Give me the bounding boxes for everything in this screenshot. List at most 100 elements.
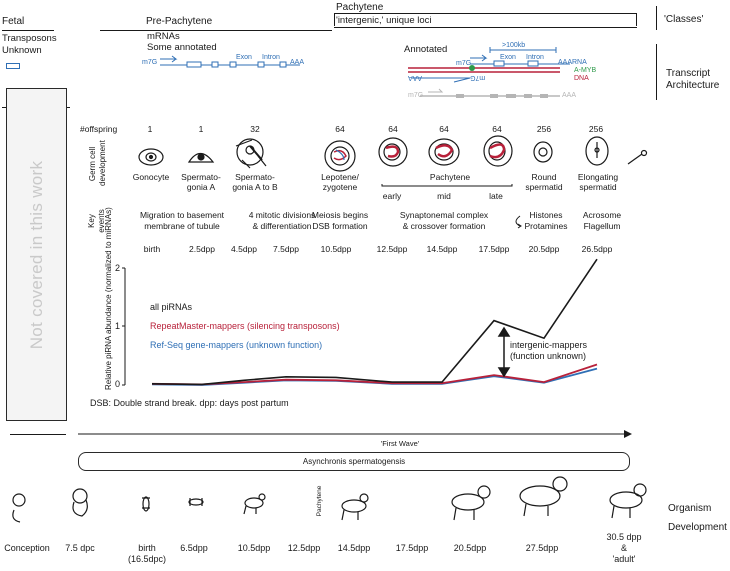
- right-panel-divider-mid: [656, 44, 657, 100]
- fetal-transcript-icon: [6, 63, 20, 69]
- legend-all-pirnas: all piRNAs: [150, 302, 193, 312]
- key-event: Migration to basement membrane of tubule: [139, 210, 225, 231]
- offspring-count: 64: [335, 124, 345, 134]
- offspring-count: 1: [147, 124, 153, 134]
- conception-embryo: [12, 493, 26, 523]
- ytick-2: 2: [115, 263, 121, 273]
- histone-arrow: [515, 215, 522, 229]
- key-event: Acrosome Flagellum: [582, 210, 622, 231]
- pachytene-mid-cell: [428, 138, 460, 166]
- mouse-14-5dpp: [341, 493, 369, 521]
- organism-stage-label: 12.5dpp: [287, 543, 321, 553]
- pachytene-sub: 'intergenic,' unique loci: [336, 15, 432, 26]
- gonocyte-cell: [138, 148, 164, 166]
- key-event: 4 mitotic divisions & differentiation: [248, 210, 316, 231]
- pachytene-tag: Pachytene: [316, 485, 323, 517]
- pach-size: >100kb: [502, 42, 526, 49]
- organism-stage-label: birth (16.5dpc): [127, 543, 167, 564]
- gray-m7g: m7G: [408, 92, 424, 99]
- fetal-sub-unknown: Unknown: [2, 45, 42, 56]
- ytick-0: 0: [115, 379, 121, 389]
- pachytene-right-tick: [636, 13, 637, 26]
- mouse-20-5dpp: [451, 485, 491, 521]
- organism-stage-label: 7.5 dpc: [65, 543, 95, 553]
- fetal-sub-transposons: Transposons: [2, 33, 57, 44]
- pre-m7g: m7G: [142, 59, 158, 66]
- organism-stage-label: 10.5dpp: [237, 543, 271, 553]
- pre-sub-mrnas: mRNAs: [147, 31, 180, 42]
- stage-day: 20.5dpp: [528, 244, 560, 254]
- not-covered-panel: Not covered in this work: [6, 88, 67, 421]
- pach-intron: Intron: [526, 54, 544, 61]
- intergenic-annotation: intergenic-mappers (function unknown): [510, 340, 588, 361]
- key-event: Synaptonemal complex & crossover formatio…: [399, 210, 489, 231]
- organism-stage-label: 20.5dpp: [453, 543, 487, 553]
- stage-day: 14.5dpp: [426, 244, 458, 254]
- spermatogonia-ab-cell: [235, 138, 267, 169]
- stage-day: 17.5dpp: [478, 244, 510, 254]
- pre-pachytene-transcript: [160, 55, 300, 68]
- pachytene-transcript: [408, 47, 570, 98]
- transcript-arch-label-1: Transcript: [666, 68, 711, 79]
- organism-stage-label: 6.5dpp: [180, 543, 208, 553]
- spermatogonia-a-cell: [187, 152, 215, 163]
- pre-pachytene-divider: [100, 30, 332, 31]
- stage-name: Lepotene/zygotene: [321, 172, 359, 192]
- stage-day: 10.5dpp: [320, 244, 352, 254]
- stage-day: 7.5dpp: [273, 244, 299, 254]
- pachytene-left-tick: [334, 13, 335, 26]
- first-wave-label: 'First Wave': [380, 439, 420, 448]
- round-spermatid-cell: [533, 141, 553, 163]
- offspring-count: 64: [388, 124, 398, 134]
- class-pre-pachytene: Pre-Pachytene: [146, 16, 213, 27]
- offspring-count: 1: [198, 124, 204, 134]
- offspring-count: 32: [250, 124, 260, 134]
- asynchronous-pill: Asynchronis spermatogensis: [78, 452, 630, 471]
- intergenic-arrow: [497, 326, 511, 378]
- stage-name: Spermato-gonia A to B: [232, 172, 278, 192]
- stage-name: Spermato-gonia A: [181, 172, 221, 192]
- organism-stage-label: 30.5 dpp &'adult': [606, 532, 642, 564]
- right-panel-divider-top: [656, 6, 657, 30]
- transcript-arch-label-2: Architecture: [666, 80, 720, 91]
- pach-amyb: A-MYB: [574, 67, 597, 74]
- lepotene-cell: [324, 140, 356, 172]
- offspring-count: 64: [492, 124, 502, 134]
- stage-day: birth: [143, 244, 161, 254]
- series-line-1: [151, 363, 598, 386]
- organism-stage-label: 14.5dpp: [337, 543, 371, 553]
- pachytene-divider: [334, 13, 637, 14]
- organism-stage-label: 17.5dpp: [395, 543, 429, 553]
- stage-name: early: [382, 191, 402, 201]
- pachytene-bottom: [334, 27, 637, 28]
- offspring-row-label: #offspring: [80, 124, 118, 134]
- pach-dna: DNA: [574, 75, 589, 82]
- organism-label-2: Development: [668, 522, 727, 533]
- pach-exon: Exon: [500, 54, 516, 61]
- mature-sperm: [627, 149, 648, 165]
- stage-name: Gonocyte: [132, 172, 170, 182]
- pup-birth: [142, 496, 150, 512]
- pachytene-group-label: Pachytene: [429, 172, 471, 182]
- elongating-spermatid-cell: [585, 136, 609, 166]
- stage-day: 26.5dpp: [581, 244, 613, 254]
- organism-stage-label: Conception: [4, 543, 50, 553]
- stage-name: late: [489, 191, 503, 201]
- class-pachytene: Pachytene: [336, 2, 384, 13]
- key-event: Meiosis begins DSB formation: [311, 210, 369, 231]
- footnote: DSB: Double strand break. dpp: days post…: [90, 398, 289, 408]
- pachytene-late-cell: [483, 135, 513, 167]
- stage-day: 4.5dpp: [231, 244, 257, 254]
- stage-day: 12.5dpp: [376, 244, 408, 254]
- legend-refseq: Ref-Seq gene-mappers (unknown function): [150, 340, 323, 350]
- embryo-7-5dpc: [72, 488, 88, 517]
- mouse-adult: [609, 483, 647, 519]
- stage-name: Elongating spermatid: [577, 172, 619, 192]
- sidebar-base-line: [10, 434, 66, 435]
- pre-intron: Intron: [262, 54, 280, 61]
- offspring-count: 256: [536, 124, 552, 134]
